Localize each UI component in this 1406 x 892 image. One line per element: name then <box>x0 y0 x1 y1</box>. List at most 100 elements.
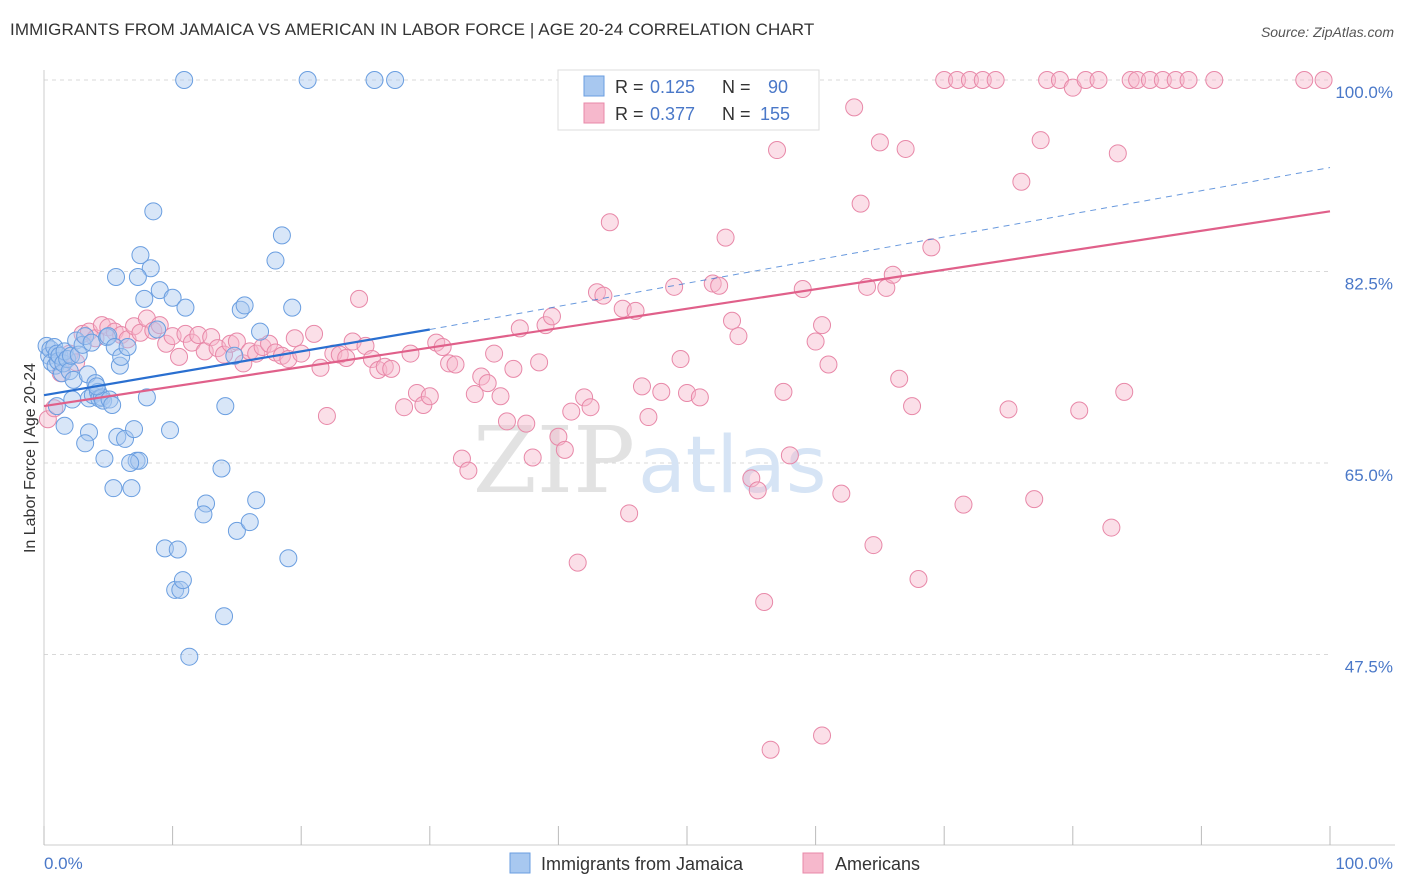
americans-point-149 <box>761 740 780 759</box>
americans-point-120 <box>922 238 941 257</box>
americans-point-138 <box>1108 144 1127 163</box>
americans-point-95 <box>710 276 729 295</box>
jamaica-point-19 <box>76 327 95 346</box>
legend-swatch-americans <box>583 102 605 124</box>
americans-point-97 <box>723 311 742 330</box>
jamaica-point-72 <box>240 513 259 532</box>
x-tick-labels: 0.0% 100.0% <box>44 854 1393 873</box>
americans-point-150 <box>813 726 832 745</box>
jamaica-point-63 <box>197 494 216 513</box>
americans-point-68 <box>491 387 510 406</box>
jamaica-point-68 <box>225 346 244 365</box>
jamaica-point-69 <box>227 521 246 540</box>
jamaica-point-47 <box>148 320 167 339</box>
americans-point-100 <box>755 592 774 611</box>
americans-point-112 <box>864 536 883 555</box>
jamaica-point-61 <box>121 454 140 472</box>
americans-point-122 <box>948 71 967 89</box>
americans-point-72 <box>523 448 542 467</box>
americans-point-119 <box>909 569 928 588</box>
jamaica-point-78 <box>283 298 302 317</box>
y-tick-label-1: 82.5% <box>1345 275 1393 294</box>
jamaica-points <box>37 71 405 666</box>
americans-point-94 <box>703 274 722 293</box>
jamaica-point-77 <box>279 549 298 568</box>
americans-point-78 <box>562 402 581 421</box>
americans-point-148 <box>1314 71 1333 89</box>
y-tick-labels: 100.0% 82.5% 65.0% 47.5% <box>1335 83 1393 677</box>
watermark-atlas: atlas <box>638 421 827 511</box>
jamaica-point-55 <box>173 571 192 590</box>
x-tick-label-0: 0.0% <box>44 854 83 873</box>
series-label-americans: Americans <box>835 854 920 874</box>
jamaica-point-37 <box>116 429 135 448</box>
jamaica-point-9 <box>53 364 72 383</box>
americans-point-0 <box>38 410 57 429</box>
jamaica-point-76 <box>272 226 291 245</box>
americans-point-86 <box>620 504 639 523</box>
americans-point-45 <box>337 348 356 367</box>
americans-point-54 <box>401 344 420 363</box>
americans-point-96 <box>716 228 735 247</box>
americans-point-53 <box>395 398 414 417</box>
americans-point-40 <box>305 324 324 343</box>
americans-point-29 <box>227 332 246 351</box>
americans-point-137 <box>1102 518 1121 537</box>
jamaica-point-81 <box>365 71 384 89</box>
jamaica-point-82 <box>386 71 405 89</box>
jamaica-point-15 <box>64 370 83 389</box>
americans-point-126 <box>986 71 1005 89</box>
jamaica-point-41 <box>130 451 149 470</box>
americans-point-110 <box>851 194 870 213</box>
chart-title: IMMIGRANTS FROM JAMAICA VS AMERICAN IN L… <box>10 20 815 39</box>
x-tick-label-1: 100.0% <box>1335 854 1393 873</box>
series-swatch-jamaica <box>509 852 531 874</box>
americans-point-98 <box>729 327 748 346</box>
americans-point-80 <box>581 398 600 417</box>
legend-n-label-1: N = <box>722 77 751 97</box>
americans-point-139 <box>1115 382 1134 401</box>
americans-point-147 <box>1295 71 1314 89</box>
americans-point-93 <box>690 388 709 407</box>
americans-point-84 <box>600 213 619 232</box>
legend-r-label-1: R = <box>615 77 644 97</box>
jamaica-point-60 <box>107 267 126 286</box>
americans-point-42 <box>317 406 336 425</box>
americans-point-105 <box>806 332 825 351</box>
americans-point-127 <box>999 400 1018 419</box>
americans-points <box>38 71 1333 759</box>
y-tick-label-2: 65.0% <box>1345 466 1393 485</box>
jamaica-point-29 <box>98 328 117 347</box>
americans-point-136 <box>1089 71 1108 89</box>
americans-point-60 <box>440 354 459 373</box>
americans-point-130 <box>1031 131 1050 150</box>
americans-point-91 <box>671 350 690 369</box>
jamaica-point-79 <box>175 71 194 89</box>
series-label-jamaica: Immigrants from Jamaica <box>541 854 744 874</box>
americans-point-101 <box>768 141 787 160</box>
jamaica-point-66 <box>215 607 234 626</box>
jamaica-point-38 <box>118 338 137 357</box>
trend-lines <box>43 167 1331 408</box>
americans-point-107 <box>819 355 838 374</box>
americans-trend-line <box>43 210 1331 408</box>
jamaica-point-85 <box>104 479 123 498</box>
legend-n-value-1: 90 <box>768 77 788 97</box>
americans-point-77 <box>555 440 574 459</box>
americans-point-152 <box>632 377 651 396</box>
jamaica-point-74 <box>251 322 270 341</box>
americans-point-20 <box>170 347 189 366</box>
americans-point-115 <box>883 265 902 284</box>
americans-point-144 <box>1166 71 1185 89</box>
americans-point-52 <box>382 359 401 378</box>
legend-n-label-2: N = <box>722 104 751 124</box>
jamaica-point-56 <box>176 298 195 317</box>
jamaica-point-42 <box>131 246 150 265</box>
jamaica-point-51 <box>163 288 182 307</box>
americans-point-41 <box>311 358 330 377</box>
jamaica-point-75 <box>266 251 285 270</box>
americans-point-81 <box>568 553 587 572</box>
americans-point-57 <box>420 387 439 406</box>
jamaica-point-65 <box>212 459 231 478</box>
